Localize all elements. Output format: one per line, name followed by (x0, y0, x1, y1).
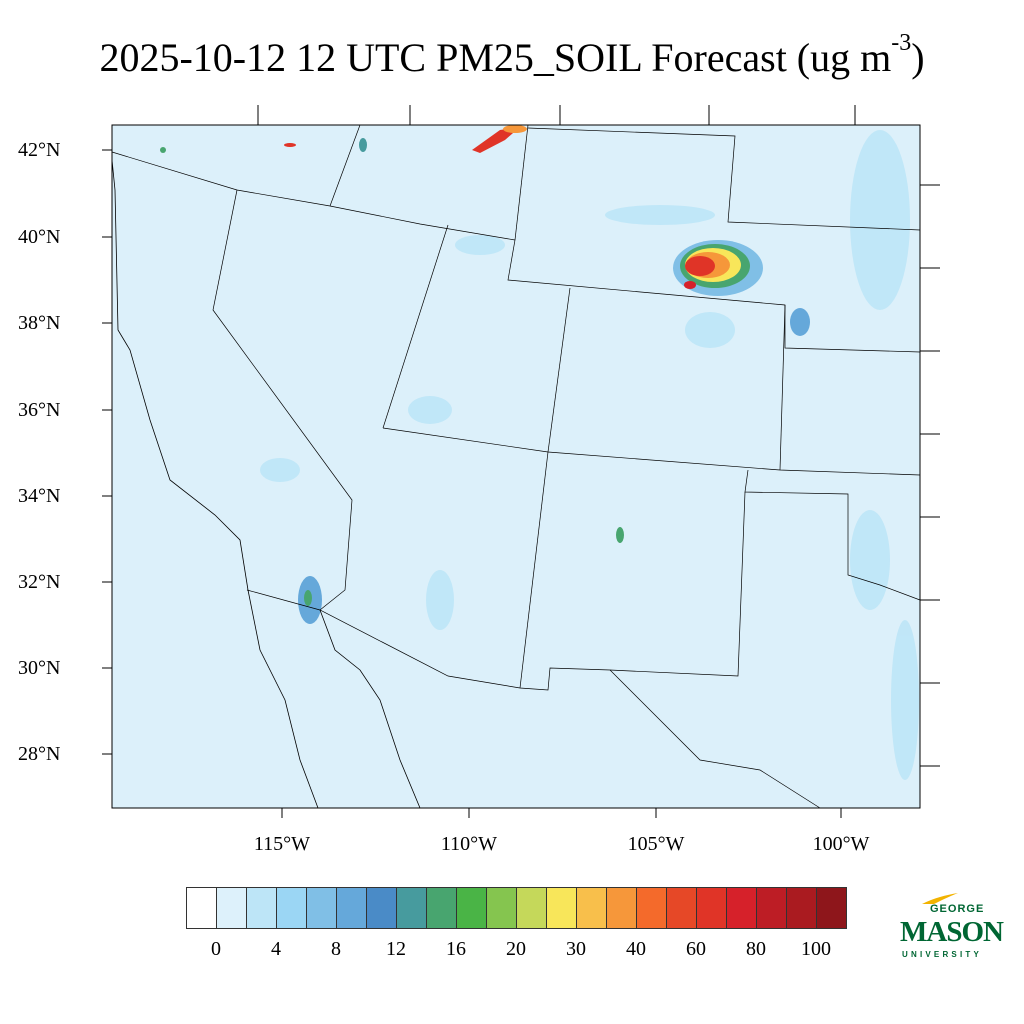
colorbar-swatch (367, 888, 397, 928)
map-frame (111, 124, 921, 809)
lat-label: 30°N (18, 657, 61, 679)
colorbar-swatch (397, 888, 427, 928)
colorbar-label: 40 (626, 938, 646, 960)
colorbar-swatch (427, 888, 457, 928)
lon-label: 105°W (627, 833, 685, 855)
colorbar-label: 60 (686, 938, 706, 960)
lat-label: 36°N (18, 399, 61, 421)
logo-text: GEORGE (930, 903, 985, 915)
title-close: ) (911, 35, 925, 80)
gmu-logo: GEORGE MASON UNIVERSITY (898, 893, 1008, 969)
title-exponent: -3 (891, 30, 912, 56)
logo-flame-icon (922, 893, 958, 904)
colorbar-label: 8 (331, 938, 341, 960)
colorbar-swatch (337, 888, 367, 928)
colorbar-label: 80 (746, 938, 766, 960)
colorbar-swatch (577, 888, 607, 928)
colorbar-label: 20 (506, 938, 526, 960)
colorbar-swatch (757, 888, 787, 928)
colorbar-label: 16 (446, 938, 466, 960)
light-shading (260, 130, 919, 780)
lon-label: 110°W (440, 833, 498, 855)
hotspots (160, 125, 810, 624)
colorbar-swatch (487, 888, 517, 928)
colorbar-swatch (817, 888, 846, 928)
map-background (112, 125, 920, 808)
lon-label: 100°W (812, 833, 870, 855)
colorbar-swatch (667, 888, 697, 928)
colorbar-swatch (457, 888, 487, 928)
lon-label: 115°W (253, 833, 311, 855)
colorbar (186, 887, 847, 929)
colorbar-label: 30 (566, 938, 586, 960)
title-text: 2025-10-12 12 UTC PM25_SOIL Forecast (ug… (99, 35, 892, 80)
colorbar-label: 100 (801, 938, 831, 960)
colorbar-swatch (277, 888, 307, 928)
colorbar-swatch (517, 888, 547, 928)
lat-label: 32°N (18, 571, 61, 593)
lat-label: 42°N (18, 139, 61, 161)
lat-label: 28°N (18, 743, 61, 765)
logo-text: MASON (900, 916, 1004, 948)
chart-title: 2025-10-12 12 UTC PM25_SOIL Forecast (ug… (0, 30, 1024, 81)
lat-label: 40°N (18, 226, 61, 248)
colorbar-swatch (607, 888, 637, 928)
colorbar-swatch (247, 888, 277, 928)
state-borders (111, 124, 921, 809)
axis-ticks (102, 105, 940, 818)
colorbar-swatch (217, 888, 247, 928)
colorbar-swatch (727, 888, 757, 928)
coastline (111, 159, 421, 809)
colorbar-swatch (307, 888, 337, 928)
colorbar-swatch (547, 888, 577, 928)
lat-label: 34°N (18, 485, 61, 507)
colorbar-label: 0 (211, 938, 221, 960)
logo-text: UNIVERSITY (902, 950, 983, 959)
colorbar-swatch (187, 888, 217, 928)
colorbar-label: 4 (271, 938, 281, 960)
lat-label: 38°N (18, 312, 61, 334)
colorbar-label: 12 (386, 938, 406, 960)
colorbar-swatch (787, 888, 817, 928)
colorbar-swatch (697, 888, 727, 928)
colorbar-swatch (637, 888, 667, 928)
